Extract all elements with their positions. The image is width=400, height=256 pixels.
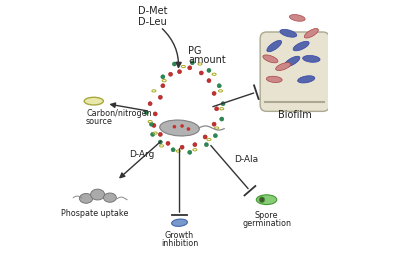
Ellipse shape	[263, 55, 278, 63]
Ellipse shape	[150, 132, 155, 136]
Ellipse shape	[267, 40, 282, 52]
Ellipse shape	[173, 125, 176, 129]
Ellipse shape	[160, 120, 199, 136]
Text: Spore: Spore	[255, 211, 278, 220]
Ellipse shape	[158, 95, 162, 99]
Ellipse shape	[284, 56, 300, 67]
Ellipse shape	[178, 70, 182, 74]
Ellipse shape	[168, 72, 173, 76]
Text: Carbon/nitrogen: Carbon/nitrogen	[86, 109, 152, 118]
Ellipse shape	[256, 195, 277, 205]
Ellipse shape	[193, 143, 197, 147]
Ellipse shape	[304, 28, 318, 38]
Ellipse shape	[144, 111, 148, 115]
Ellipse shape	[90, 189, 105, 200]
Ellipse shape	[259, 197, 265, 202]
Text: D-Arg: D-Arg	[130, 150, 155, 159]
Ellipse shape	[190, 61, 194, 65]
Text: Growth: Growth	[165, 231, 194, 240]
Ellipse shape	[220, 117, 224, 121]
Text: inhibition: inhibition	[161, 239, 198, 248]
Ellipse shape	[203, 135, 207, 139]
Ellipse shape	[293, 41, 309, 51]
Ellipse shape	[149, 122, 154, 126]
Ellipse shape	[161, 75, 165, 79]
Ellipse shape	[153, 112, 157, 116]
Ellipse shape	[217, 84, 221, 88]
Ellipse shape	[172, 62, 176, 66]
Ellipse shape	[207, 79, 211, 83]
Ellipse shape	[266, 76, 282, 82]
Text: source: source	[86, 117, 113, 126]
Text: Biofilm: Biofilm	[278, 110, 312, 120]
Ellipse shape	[199, 71, 203, 75]
Ellipse shape	[180, 145, 184, 149]
Ellipse shape	[212, 122, 216, 126]
Ellipse shape	[276, 63, 291, 70]
Ellipse shape	[221, 102, 225, 106]
Ellipse shape	[152, 123, 156, 127]
Ellipse shape	[180, 124, 184, 128]
Ellipse shape	[84, 97, 103, 105]
Ellipse shape	[104, 193, 116, 202]
Ellipse shape	[298, 76, 315, 83]
Ellipse shape	[187, 127, 190, 131]
Ellipse shape	[280, 29, 297, 37]
Ellipse shape	[207, 68, 211, 72]
Text: D-Met: D-Met	[138, 6, 167, 16]
Ellipse shape	[204, 143, 208, 147]
Ellipse shape	[171, 148, 175, 152]
Ellipse shape	[158, 132, 162, 136]
Ellipse shape	[213, 134, 218, 138]
Text: germination: germination	[242, 219, 291, 228]
Ellipse shape	[80, 194, 93, 203]
Text: D-Ala: D-Ala	[234, 155, 259, 165]
Ellipse shape	[214, 107, 219, 111]
Ellipse shape	[166, 141, 170, 145]
Ellipse shape	[212, 91, 216, 95]
Text: PG: PG	[188, 46, 202, 56]
Ellipse shape	[290, 15, 305, 21]
Text: Phospate uptake: Phospate uptake	[61, 209, 129, 218]
Text: D-Leu: D-Leu	[138, 17, 167, 27]
FancyBboxPatch shape	[260, 32, 329, 111]
Ellipse shape	[188, 66, 192, 70]
Ellipse shape	[172, 219, 188, 226]
Ellipse shape	[188, 150, 192, 154]
Ellipse shape	[158, 140, 162, 144]
Text: amount: amount	[188, 55, 226, 65]
Ellipse shape	[148, 102, 152, 106]
Ellipse shape	[303, 56, 320, 62]
Ellipse shape	[161, 84, 165, 88]
